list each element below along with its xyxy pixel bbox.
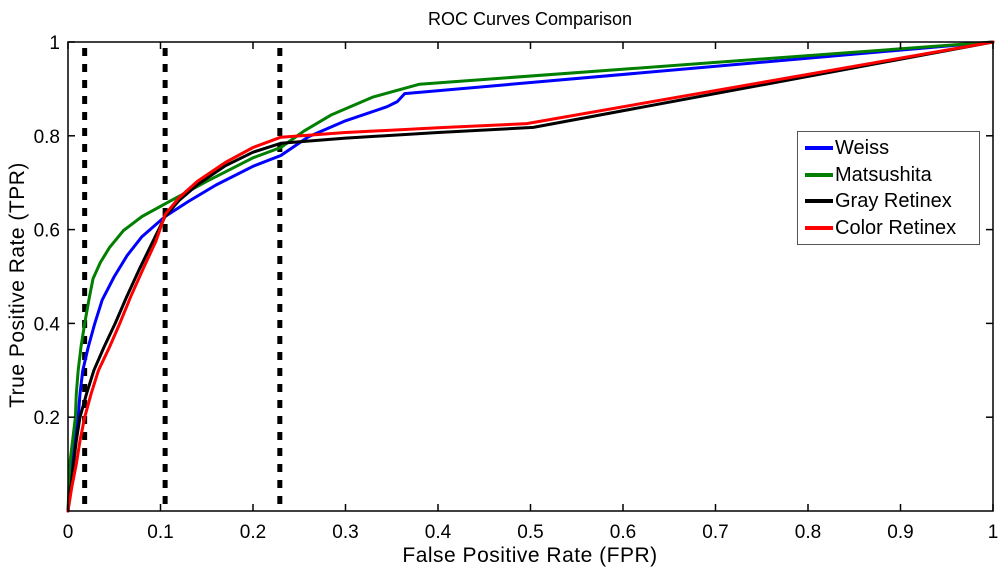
x-axis-label: False Positive Rate (FPR) bbox=[402, 544, 657, 567]
legend-label: Color Retinex bbox=[835, 216, 957, 239]
tick-marks-group bbox=[67, 41, 994, 511]
curves-group bbox=[66, 40, 995, 513]
axes-frame-group bbox=[67, 41, 994, 512]
x-tick-label: 0.5 bbox=[517, 522, 543, 543]
tick-labels-group: 0 0.1 0.2 0.3 0.4 0.5 0.6 0.7 0.8 0.9 1 0.2 0.4 0.6 0.… bbox=[34, 33, 999, 543]
legend-item-matsushita: Matsushita bbox=[805, 165, 977, 185]
legend-item-gray-retinex: Gray Retinex bbox=[805, 191, 977, 211]
x-tick-label: 0.1 bbox=[147, 522, 173, 543]
y-tick-label: 0.2 bbox=[34, 408, 60, 429]
legend-line-sample bbox=[805, 172, 833, 177]
x-tick-label: 0.4 bbox=[425, 522, 452, 543]
x-tick-label: 1 bbox=[988, 522, 999, 543]
x-tick-label: 0.3 bbox=[332, 522, 358, 543]
legend-item-weiss: Weiss bbox=[805, 138, 977, 158]
x-tick-label: 0.8 bbox=[795, 522, 821, 543]
axes-frame bbox=[67, 41, 994, 512]
x-tick-label: 0.7 bbox=[702, 522, 728, 543]
y-tick-label: 0.4 bbox=[34, 314, 61, 335]
y-tick-label: 0.6 bbox=[34, 221, 60, 242]
curve-gray-retinex bbox=[66, 40, 995, 513]
legend-item-color-retinex: Color Retinex bbox=[805, 218, 977, 238]
curve-color-retinex bbox=[66, 40, 995, 513]
curve-weiss bbox=[66, 40, 995, 513]
legend-label: Gray Retinex bbox=[835, 190, 952, 213]
y-tick-label: 1 bbox=[49, 33, 60, 54]
chart-title: ROC Curves Comparison bbox=[428, 9, 632, 29]
curve-matsushita bbox=[66, 40, 995, 513]
y-tick-label: 0.8 bbox=[34, 127, 60, 148]
legend-line-sample bbox=[805, 199, 833, 204]
legend-label: Matsushita bbox=[835, 163, 932, 186]
x-tick-label: 0.6 bbox=[610, 522, 636, 543]
threshold-lines-group bbox=[82, 42, 283, 511]
x-tick-label: 0 bbox=[63, 522, 74, 543]
legend-line-sample bbox=[805, 225, 833, 230]
legend-line-sample bbox=[805, 146, 833, 151]
y-axis-label: True Positive Rate (TPR) bbox=[6, 162, 29, 408]
legend-box: Weiss Matsushita Gray Retinex Color Retinex bbox=[797, 131, 980, 245]
x-tick-label: 0.9 bbox=[887, 522, 913, 543]
legend-label: Weiss bbox=[835, 137, 890, 160]
x-tick-label: 0.2 bbox=[240, 522, 266, 543]
